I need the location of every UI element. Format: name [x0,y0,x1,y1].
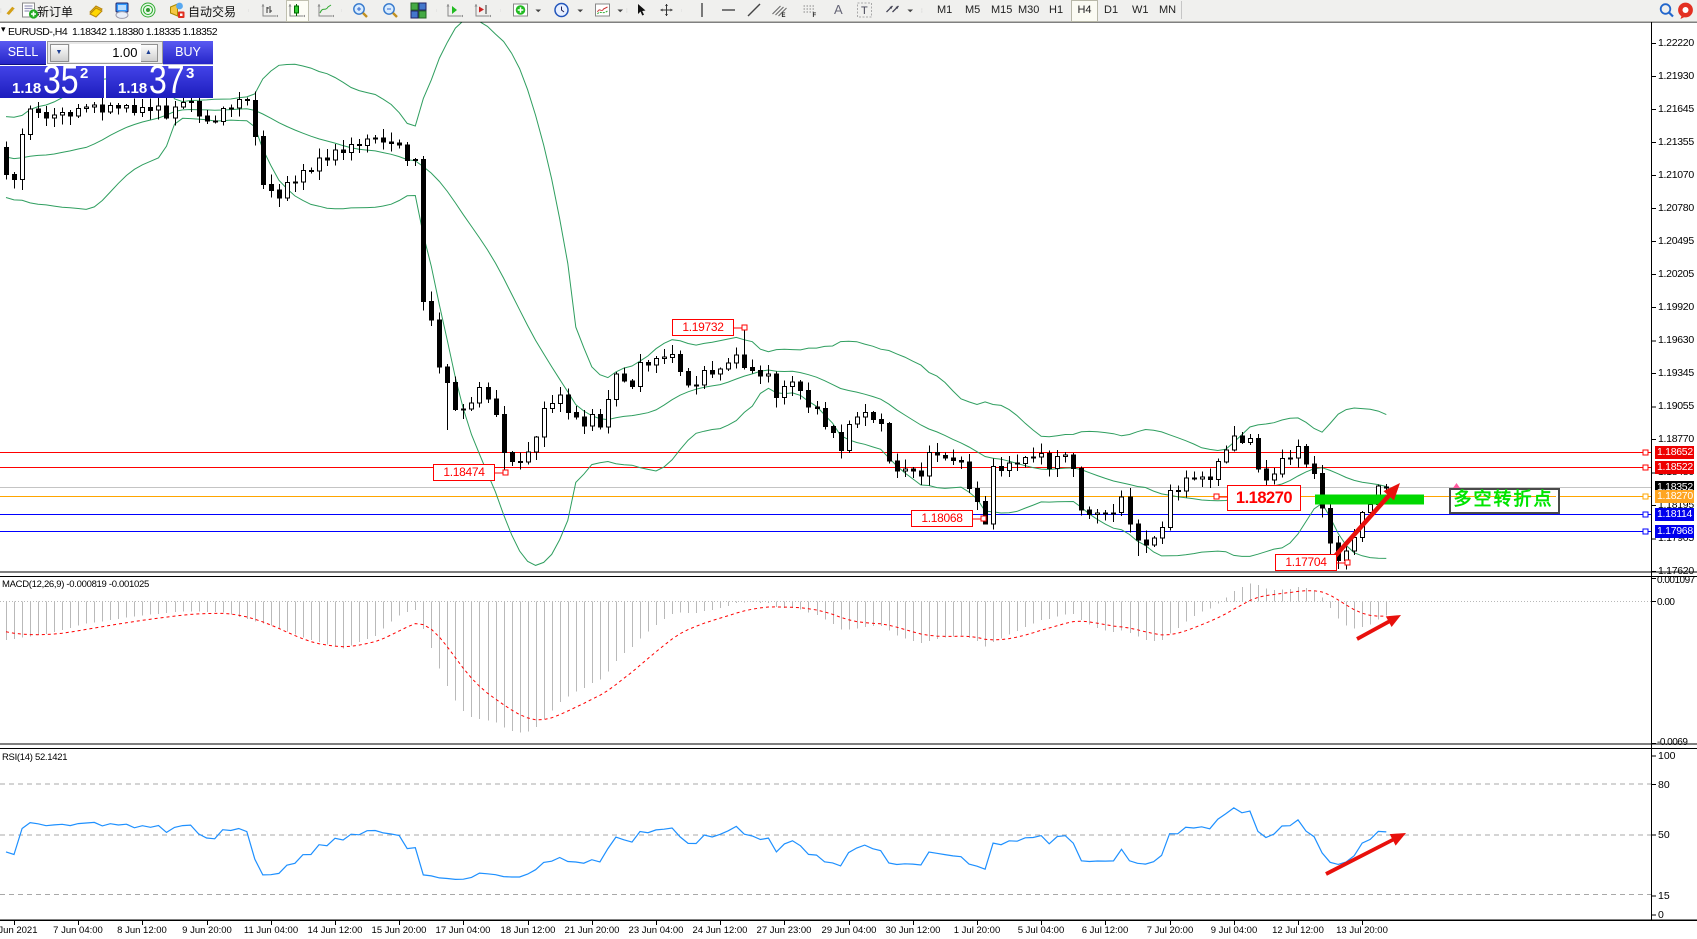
svg-text:T: T [861,5,868,17]
svg-text:F: F [813,13,817,19]
svg-text:E: E [782,13,786,19]
